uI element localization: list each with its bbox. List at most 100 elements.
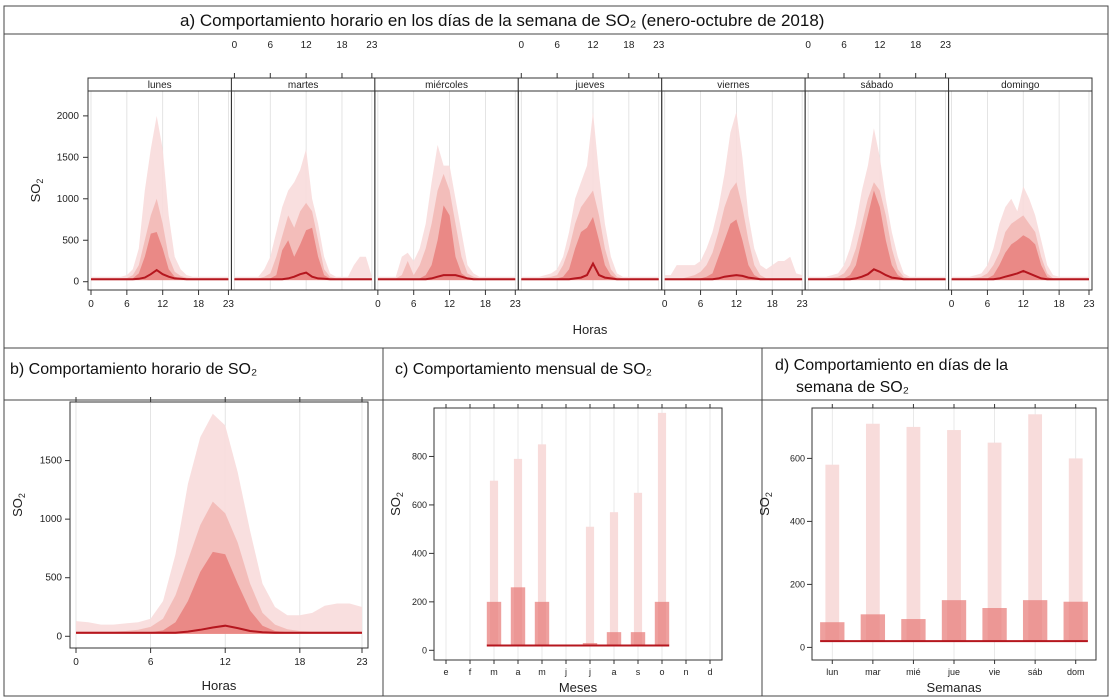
panel-a-ytick-label: 0	[73, 277, 79, 288]
panel-c-bar	[534, 601, 550, 646]
panel-d-range-bar	[865, 423, 880, 642]
panel-d-xtick-label: vie	[989, 667, 1001, 677]
panel-b-ytick-label: 1500	[40, 456, 63, 467]
panel-a-xtick-label: 23	[1083, 299, 1095, 310]
panel-a-xtick-label: 6	[124, 299, 130, 310]
panel-a-xtick-label: 6	[841, 40, 847, 51]
panel-d-range-bar	[1068, 458, 1083, 642]
panel-a-xlabel: Horas	[573, 322, 608, 337]
panel-a-xtick-label: 18	[767, 299, 779, 310]
panel-b-xtick-label: 0	[73, 657, 79, 668]
panel-d-bar	[941, 600, 967, 642]
panel-a-ytick-label: 500	[62, 235, 79, 246]
panel-c-title: c) Comportamiento mensual de SO₂	[395, 361, 652, 378]
panel-c-range-bar	[513, 458, 523, 646]
panel-a-band-q	[91, 232, 229, 281]
panel-a-band-q	[808, 190, 946, 281]
panel-a-strip-label: martes	[288, 80, 319, 91]
panel-d-bar	[1063, 601, 1088, 642]
panel-a-xtick-label: 6	[698, 299, 704, 310]
panel-c-xtick-label: o	[659, 667, 664, 677]
panel-a-header	[3, 5, 1109, 35]
panel-a-xtick-label: 0	[949, 299, 955, 310]
panel-a-band-q	[664, 219, 803, 281]
panel-d-range-bar	[825, 464, 840, 642]
panel-a-ytick-label: 1000	[57, 194, 80, 205]
panel-a-mean-line	[951, 269, 1089, 281]
panel-a-xtick-label: 12	[731, 299, 743, 310]
panel-a-mean-line	[521, 261, 659, 281]
panel-a-strip-label: viernes	[717, 80, 749, 91]
panel-c-xtick-label: m	[490, 667, 498, 677]
panel-c-ylabel: SO2	[388, 492, 405, 516]
panel-a-ylabel: SO2	[28, 179, 45, 203]
panel-a-xtick-label: 18	[910, 40, 922, 51]
panel-a-ytick-label: 2000	[57, 111, 80, 122]
panel-a-xtick-label: 23	[223, 299, 235, 310]
panel-c-range-bar	[633, 492, 643, 646]
panel-c-ytick-label: 400	[412, 548, 427, 558]
panel-d-ylabel: SO2	[757, 492, 774, 516]
panel-b-xtick-label: 12	[220, 657, 232, 668]
panel-d-xtick-label: dom	[1067, 667, 1085, 677]
panel-b-ytick-label: 500	[45, 573, 62, 584]
panel-a-xtick-label: 12	[587, 40, 599, 51]
panel-c-xtick-label: e	[443, 667, 448, 677]
panel-a-band-q	[521, 217, 659, 281]
panel-c-xtick-label: j	[588, 667, 591, 677]
panel-a-xtick-label: 18	[193, 299, 205, 310]
panel-d-xtick-label: mié	[906, 667, 921, 677]
panel-a-xtick-label: 0	[805, 40, 811, 51]
panel-c-xtick-label: d	[707, 667, 712, 677]
panel-a-frame	[3, 33, 1109, 349]
panel-a-xtick-label: 0	[662, 299, 668, 310]
panel-c-ytick-label: 600	[412, 500, 427, 510]
panel-c-frame	[433, 407, 723, 661]
panel-c-ytick-label: 0	[422, 645, 427, 655]
panel-a-strip-label: lunes	[148, 80, 172, 91]
panel-c-xtick-label: a	[611, 667, 616, 677]
panel-d-bar	[901, 619, 926, 642]
panel-b-xtick-label: 23	[356, 657, 368, 668]
panel-c-bar	[654, 601, 670, 646]
panel-d-range-bar	[1028, 414, 1043, 642]
panel-c-xlabel: Meses	[559, 680, 598, 695]
panel-c-ytick-label: 800	[412, 451, 427, 461]
panel-a-title: a) Comportamiento horario en los días de…	[180, 11, 824, 30]
panel-d-xtick-label: sáb	[1028, 667, 1043, 677]
panel-d-range-bar	[906, 426, 921, 642]
panel-b-title: b) Comportamiento horario de SO₂	[10, 361, 257, 378]
panel-d-range-bar	[987, 442, 1002, 642]
panel-a-mean-line	[664, 274, 803, 281]
panel-a-band-p	[91, 198, 229, 281]
panel-c-xtick-label: f	[469, 667, 472, 677]
panel-d-range-bar	[947, 430, 961, 642]
panel-b-ylabel: SO2	[10, 493, 27, 517]
panel-c-bar	[486, 601, 502, 646]
panel-a-xtick-label: 12	[874, 40, 886, 51]
panel-c-bar	[606, 632, 622, 646]
panel-d-bar	[1022, 600, 1048, 642]
panel-d-title-line1: d) Comportamiento en días de la	[775, 357, 1008, 374]
panel-a-xtick-label: 12	[157, 299, 169, 310]
panel-a-strip-label: jueves	[575, 80, 605, 91]
panel-b-ytick-label: 1000	[40, 514, 63, 525]
panel-d-xlabel: Semanas	[927, 680, 982, 695]
panel-a-xtick-label: 0	[88, 299, 94, 310]
panel-d-title-line2: semana de SO₂	[796, 379, 909, 396]
panel-a-subplot-frame	[948, 90, 1093, 291]
panel-c-bar	[510, 587, 526, 646]
panel-a-xtick-label: 23	[653, 40, 665, 51]
panel-c-bar	[582, 643, 598, 646]
panel-d-ytick-label: 400	[790, 516, 805, 526]
panel-d-ytick-label: 0	[800, 642, 805, 652]
panel-b-chart: 0 6 12 18 23 0 500 1000 1500 SO2 Horas	[10, 397, 369, 693]
panel-a-xtick-label: 6	[267, 40, 273, 51]
panel-d-xtick-label: jue	[947, 667, 960, 677]
panel-a-xtick-label: 23	[510, 299, 522, 310]
panel-a-xtick-label: 23	[366, 40, 378, 51]
panel-c-range-bar	[585, 526, 595, 646]
panel-a-chart: 0 500 1000 1500 2000 SO2 lunes 0 6 12 18 23 martes 0 6…	[28, 40, 1095, 337]
panel-a-mean-line	[234, 271, 372, 281]
